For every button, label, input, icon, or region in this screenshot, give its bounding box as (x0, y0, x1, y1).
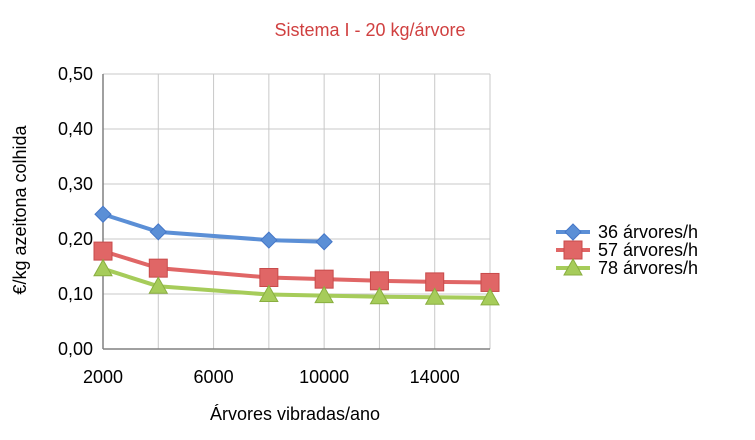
y-tick-label: 0,30 (58, 174, 93, 194)
series-3-point (369, 286, 390, 305)
data-series (93, 205, 500, 306)
x-tick-label: 6000 (194, 367, 234, 387)
legend-marker-2 (563, 240, 583, 260)
series-1-point (260, 231, 278, 249)
series-3-point (424, 287, 445, 305)
series-2-point (314, 269, 334, 289)
y-tick-label: 0,50 (58, 64, 93, 84)
x-tick-label: 14000 (410, 367, 460, 387)
x-axis-label: Árvores vibradas/ano (210, 404, 380, 424)
legend: 36 árvores/h57 árvores/h78 árvores/h (556, 222, 698, 278)
series-2-point (148, 258, 168, 278)
plot-background (103, 74, 490, 349)
y-tick-label: 0,40 (58, 119, 93, 139)
gridlines (102, 73, 491, 350)
legend-label-2: 57 árvores/h (598, 240, 698, 260)
y-tick-label: 0,00 (58, 339, 93, 359)
series-1-point (315, 233, 333, 251)
series-line-1 (101, 212, 327, 244)
y-tick-label: 0,10 (58, 284, 93, 304)
legend-marker-3 (563, 257, 583, 276)
x-tick-label: 2000 (83, 367, 123, 387)
series-2-point (93, 241, 113, 261)
series-3-point (314, 285, 334, 304)
y-axis-label: €/kg azeitona colhida (10, 124, 30, 294)
series-2-point (259, 268, 279, 287)
y-tick-label: 0,20 (58, 229, 93, 249)
series-3-point (148, 276, 169, 294)
legend-label-1: 36 árvores/h (598, 222, 698, 242)
legend-label-3: 78 árvores/h (598, 258, 698, 278)
axes: 0,00 0,10 0,20 0,30 0,40 0,50 2000 6000 10000 140… (58, 64, 490, 387)
series-3-point (480, 287, 500, 306)
series-1-point (94, 205, 112, 223)
chart-title: Sistema I - 20 kg/árvore (274, 20, 465, 40)
series-3-point (93, 258, 113, 277)
series-3-point (259, 284, 279, 303)
legend-marker-1 (564, 223, 582, 241)
plot-area (103, 74, 490, 349)
series-1-point (149, 223, 167, 241)
x-tick-label: 10000 (299, 367, 349, 387)
